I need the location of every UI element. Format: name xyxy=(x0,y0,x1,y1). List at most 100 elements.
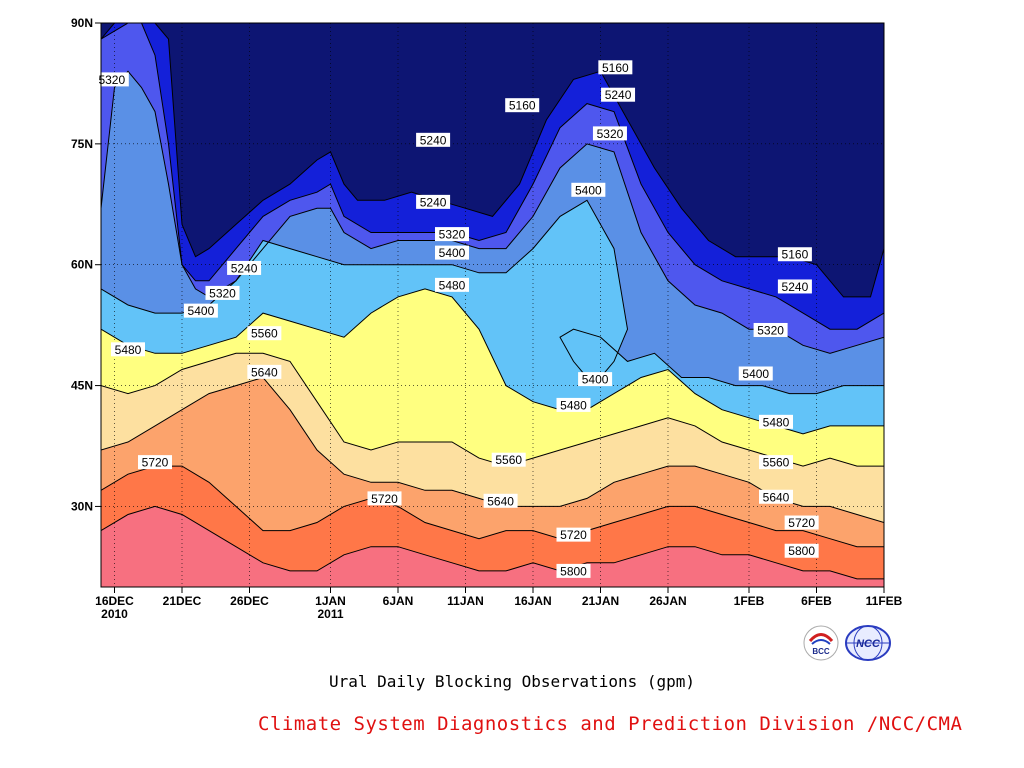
contour-label-bg xyxy=(111,342,145,357)
contour-label-bg xyxy=(505,98,540,113)
contour-label-5400: 5400 xyxy=(578,372,613,387)
contour-label-5720: 5720 xyxy=(138,455,172,470)
y-tick-label: 45N xyxy=(71,379,93,393)
contour-label-5640: 5640 xyxy=(759,489,793,504)
credit-text: Climate System Diagnostics and Predictio… xyxy=(258,713,963,735)
contour-label-5160: 5160 xyxy=(777,247,812,262)
band-5800 xyxy=(101,506,884,587)
contour-label-bg xyxy=(205,285,240,300)
contour-line-5400 xyxy=(101,199,884,395)
contour-label-bg xyxy=(592,126,627,141)
contour-label-text: 5160 xyxy=(782,248,809,262)
contour-label-text: 5400 xyxy=(742,367,769,381)
x-tick-label: 16JAN xyxy=(514,594,551,608)
contour-label-text: 5560 xyxy=(251,327,278,341)
svg-text:BCC: BCC xyxy=(812,647,830,656)
x-tick-label: 26DEC xyxy=(230,594,269,608)
x-tick-label: 6FEB xyxy=(801,594,832,608)
x-tick-label: 16DEC xyxy=(95,594,134,608)
contour-label-text: 5400 xyxy=(582,373,609,387)
contour-label-5480: 5480 xyxy=(435,277,469,292)
contour-line-5800 xyxy=(101,505,884,580)
contour-label-text: 5720 xyxy=(560,528,587,542)
contour-label-text: 5640 xyxy=(763,490,790,504)
bcc-logo-icon: BCC xyxy=(803,625,839,661)
x-tick-label: 26JAN xyxy=(649,594,686,608)
x-tick-label: 1FEB xyxy=(734,594,765,608)
contour-label-5720: 5720 xyxy=(556,527,591,542)
contour-label-text: 5320 xyxy=(597,127,624,141)
contour-label-5800: 5800 xyxy=(784,543,819,558)
contour-label-5320: 5320 xyxy=(94,72,129,87)
contour-label-5320: 5320 xyxy=(753,322,788,337)
contour-label-5320: 5320 xyxy=(205,285,240,300)
contour-label-bg xyxy=(491,452,526,467)
contour-label-5480: 5480 xyxy=(556,397,591,412)
contour-label-bg xyxy=(183,303,218,318)
contour-label-bg xyxy=(598,60,633,75)
contour-label-5240: 5240 xyxy=(777,279,812,294)
contour-label-bg xyxy=(759,414,793,429)
contour-label-text: 5480 xyxy=(439,278,466,292)
contour-label-bg xyxy=(759,489,793,504)
contour-label-text: 5400 xyxy=(439,246,466,260)
contour-label-5720: 5720 xyxy=(367,491,402,506)
contour-labels: 5160 5160 5160 5240 5240 5240 5240 5240 5320 5320… xyxy=(94,60,819,578)
contour-line-5480 xyxy=(101,288,884,435)
contour-label-text: 5480 xyxy=(560,398,587,412)
contour-label-5400: 5400 xyxy=(435,245,469,260)
y-tick-label: 90N xyxy=(71,16,93,30)
contour-label-text: 5720 xyxy=(142,456,169,470)
contour-label-text: 5240 xyxy=(605,88,632,102)
contour-label-bg xyxy=(367,491,402,506)
contour-label-5400: 5400 xyxy=(571,182,606,197)
contour-label-bg xyxy=(753,322,788,337)
contour-label-text: 5240 xyxy=(782,280,809,294)
contour-label-bg xyxy=(94,72,129,87)
contour-label-text: 5400 xyxy=(188,304,215,318)
contour-label-text: 5320 xyxy=(439,228,466,242)
contour-label-bg xyxy=(759,455,793,470)
contour-label-5320: 5320 xyxy=(435,227,469,242)
contour-label-bg xyxy=(416,132,451,147)
contour-label-bg xyxy=(777,247,812,262)
contour-label-bg xyxy=(578,372,613,387)
contour-label-text: 5320 xyxy=(209,286,236,300)
contour-label-text: 5320 xyxy=(757,323,784,337)
contour-label-5400: 5400 xyxy=(183,303,218,318)
x-tick-label: 21DEC xyxy=(163,594,202,608)
contour-label-bg xyxy=(483,493,518,508)
contour-label-5560: 5560 xyxy=(491,452,526,467)
contour-label-5640: 5640 xyxy=(247,364,282,379)
contour-label-text: 5160 xyxy=(602,61,629,75)
x-tick-year: 2010 xyxy=(101,607,128,621)
contour-label-5240: 5240 xyxy=(416,194,451,209)
contour-label-text: 5800 xyxy=(560,564,587,578)
contour-label-5160: 5160 xyxy=(598,60,633,75)
contour-label-bg xyxy=(556,563,591,578)
x-tick-label: 1JAN xyxy=(315,594,346,608)
contour-label-text: 5160 xyxy=(509,99,536,113)
contour-label-5240: 5240 xyxy=(601,87,636,102)
contour-label-bg xyxy=(556,397,591,412)
contour-label-bg xyxy=(138,455,172,470)
contour-label-text: 5720 xyxy=(788,516,815,530)
contour-label-5560: 5560 xyxy=(759,455,793,470)
contour-label-text: 5800 xyxy=(788,544,815,558)
contour-label-text: 5480 xyxy=(115,343,142,357)
contour-label-bg xyxy=(416,194,451,209)
contour-label-bg xyxy=(227,260,262,275)
x-tick-year: 2011 xyxy=(317,607,343,621)
contour-label-text: 5560 xyxy=(763,456,790,470)
contour-label-text: 5480 xyxy=(763,415,790,429)
contour-label-text: 5240 xyxy=(231,261,258,275)
svg-text:NCC: NCC xyxy=(856,638,881,650)
contour-label-text: 5240 xyxy=(420,195,447,209)
contour-label-5240: 5240 xyxy=(416,132,451,147)
contour-fills xyxy=(101,23,884,587)
contour-label-text: 5320 xyxy=(98,73,125,87)
contour-line-5320 xyxy=(101,70,884,354)
x-tick-label: 11JAN xyxy=(447,594,484,608)
contour-label-text: 5640 xyxy=(251,365,278,379)
